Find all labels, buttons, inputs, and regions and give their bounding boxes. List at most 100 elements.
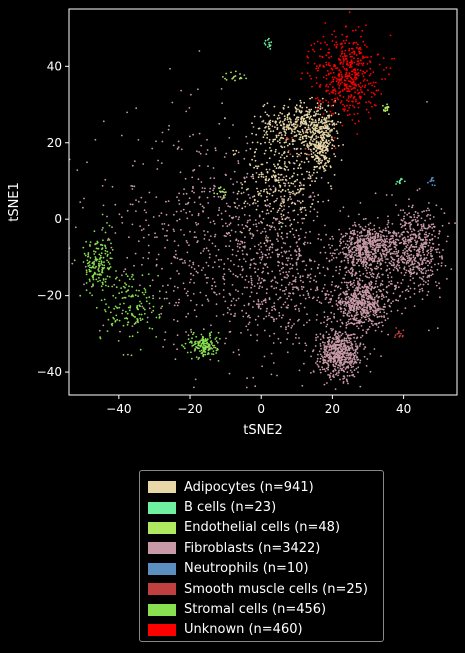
point [327,318,330,320]
point [438,282,440,285]
point [313,166,316,169]
point [268,178,271,181]
point [167,200,170,203]
point [345,253,347,256]
point [347,352,349,354]
point [114,305,117,308]
point [423,233,426,236]
point [251,237,253,240]
point [421,229,423,232]
point [269,48,272,50]
point [293,140,296,142]
point [331,121,333,123]
point [390,302,393,305]
point [265,315,268,318]
point [151,327,154,330]
point [275,134,278,137]
point [364,235,366,237]
point [286,232,289,235]
point [207,300,210,302]
point [407,285,410,288]
point [276,282,279,284]
point [339,367,342,370]
point [137,200,140,203]
point [274,187,277,190]
point [302,193,304,196]
point [338,253,340,255]
point [136,331,139,334]
point [176,334,179,337]
point [376,316,379,318]
point [386,103,388,106]
point [317,156,320,159]
point [285,128,288,131]
point [414,239,416,242]
point [217,360,220,362]
point [168,124,171,127]
point [274,217,277,220]
point [391,234,394,237]
point [384,229,387,232]
point [167,128,170,131]
point [246,377,249,380]
point [294,123,297,126]
point [125,290,128,293]
point [342,351,345,354]
point [295,262,298,265]
point [137,308,140,311]
point [424,219,426,222]
point [281,210,284,212]
point [361,299,364,302]
point [277,134,280,137]
point [419,229,422,232]
point [290,254,292,257]
point [224,77,227,80]
point [373,228,376,230]
point [337,113,340,116]
point [307,126,310,129]
point [304,268,307,271]
point [339,359,342,362]
point [318,126,321,128]
point [230,71,232,74]
point [215,303,218,306]
point [309,175,312,178]
point [323,344,325,346]
point [193,201,196,204]
point [192,261,195,264]
point [389,282,392,285]
point [394,334,397,336]
point [223,188,226,191]
point [411,219,413,222]
point [280,225,283,228]
point [186,251,189,254]
point [342,342,344,345]
point [354,78,357,81]
point [389,240,391,243]
point [318,163,321,165]
point [198,196,201,199]
point [163,338,166,341]
point [364,256,367,258]
point [325,129,328,132]
point [253,155,256,158]
point [361,302,364,304]
point [355,287,357,290]
point [348,363,351,365]
point [196,150,198,153]
point [353,336,355,339]
point [355,296,358,298]
point [148,251,150,254]
point [99,254,102,257]
point [395,235,398,237]
point [249,334,252,337]
point [140,229,143,232]
point [291,267,293,270]
point [89,292,91,294]
point [380,290,382,293]
point [347,262,350,264]
point [107,261,110,263]
point [400,282,403,284]
point [289,318,291,321]
point [361,334,364,337]
